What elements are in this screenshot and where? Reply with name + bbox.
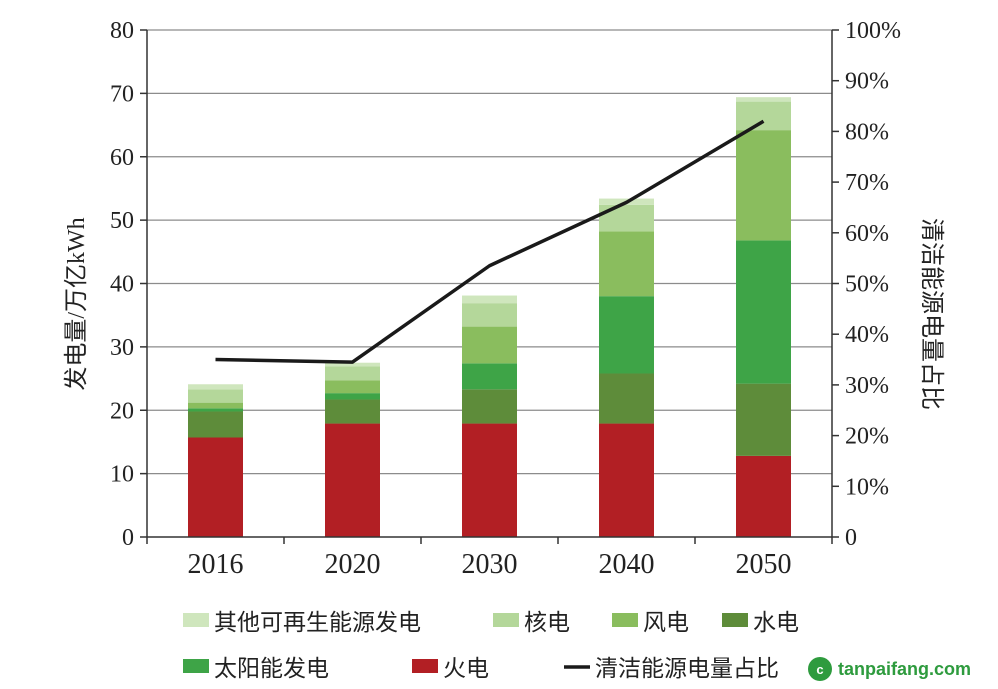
- legend-label: 核电: [524, 610, 570, 636]
- axes: [140, 29, 839, 544]
- bar-segment: [736, 97, 791, 102]
- bar-segment: [188, 408, 243, 412]
- clean-share-line-group: [215, 119, 765, 364]
- legend-label: 太阳能发电: [214, 656, 329, 682]
- watermark: c tanpaifang.com: [808, 652, 971, 686]
- y-tick-label-right: 60%: [845, 221, 889, 247]
- tan-logo-icon: c: [808, 657, 832, 681]
- bar-segment: [599, 296, 654, 374]
- bar-segment: [462, 363, 517, 390]
- bar-segment: [736, 383, 791, 456]
- bar-segment: [325, 366, 380, 381]
- legend-swatch: [183, 659, 209, 673]
- y-tick-label-right: 70%: [845, 170, 889, 196]
- bar-segment: [462, 303, 517, 327]
- y-tick-label-left: 50: [110, 208, 134, 234]
- y-tick-label-left: 0: [122, 525, 134, 551]
- bar-segment: [599, 231, 654, 297]
- bar-segment: [599, 204, 654, 232]
- bar-segment: [462, 389, 517, 424]
- y-tick-label-right: 30%: [845, 373, 889, 399]
- y-tick-label-right: 0: [845, 525, 857, 551]
- bar-segment: [736, 130, 791, 241]
- bar-segment: [325, 380, 380, 394]
- x-tick-label: 2020: [325, 549, 381, 580]
- legend-swatch: [493, 613, 519, 627]
- bar-segment: [188, 389, 243, 403]
- legend-label: 水电: [753, 610, 799, 636]
- bars: [188, 97, 791, 537]
- legend-swatch: [183, 613, 209, 627]
- legend-swatch: [722, 613, 748, 627]
- legend-label: 风电: [643, 610, 689, 636]
- bar-segment: [599, 373, 654, 424]
- y-tick-label-left: 60: [110, 145, 134, 171]
- y-tick-label-right: 100%: [845, 18, 901, 44]
- y-axis-label-right: 清洁能源电量占比: [918, 218, 945, 410]
- x-tick-label: 2016: [188, 549, 244, 580]
- y-tick-label-right: 40%: [845, 322, 889, 348]
- bar-segment: [462, 423, 517, 537]
- y-tick-label-right: 20%: [845, 424, 889, 450]
- bar-segment: [325, 393, 380, 400]
- bar-segment: [188, 384, 243, 390]
- bar-segment: [736, 240, 791, 384]
- bar-segment: [462, 295, 517, 304]
- y-tick-label-right: 10%: [845, 474, 889, 500]
- y-axis-label-left: 发电量/万亿kWh: [63, 217, 90, 390]
- tick-labels: 01020304050607080010%20%30%40%50%60%70%8…: [110, 18, 901, 580]
- y-tick-label-left: 30: [110, 335, 134, 361]
- y-tick-label-right: 50%: [845, 272, 889, 298]
- x-tick-label: 2030: [462, 549, 518, 580]
- y-tick-label-right: 90%: [845, 69, 889, 95]
- bar-segment: [188, 402, 243, 409]
- legend-label: 火电: [443, 656, 489, 682]
- bar-segment: [462, 326, 517, 364]
- bar-segment: [736, 455, 791, 537]
- y-tick-label-left: 70: [110, 81, 134, 107]
- legend-swatch: [612, 613, 638, 627]
- legend-label: 其他可再生能源发电: [214, 610, 421, 636]
- legend-label: 清洁能源电量占比: [595, 656, 779, 682]
- y-tick-label-left: 40: [110, 272, 134, 298]
- watermark-text: tanpaifang.com: [838, 658, 972, 679]
- y-tick-label-left: 80: [110, 18, 134, 44]
- x-tick-label: 2050: [736, 549, 792, 580]
- y-tick-label-left: 20: [110, 398, 134, 424]
- bar-segment: [188, 437, 243, 537]
- bar-segment: [599, 423, 654, 537]
- bar-segment: [188, 411, 243, 438]
- bar-segment: [325, 399, 380, 424]
- x-tick-label: 2040: [599, 549, 655, 580]
- bar-segment: [736, 101, 791, 131]
- bar-segment: [325, 423, 380, 537]
- y-tick-label-left: 10: [110, 462, 134, 488]
- bar-segment: [325, 362, 380, 367]
- legend-swatch: [412, 659, 438, 673]
- y-tick-label-right: 80%: [845, 119, 889, 145]
